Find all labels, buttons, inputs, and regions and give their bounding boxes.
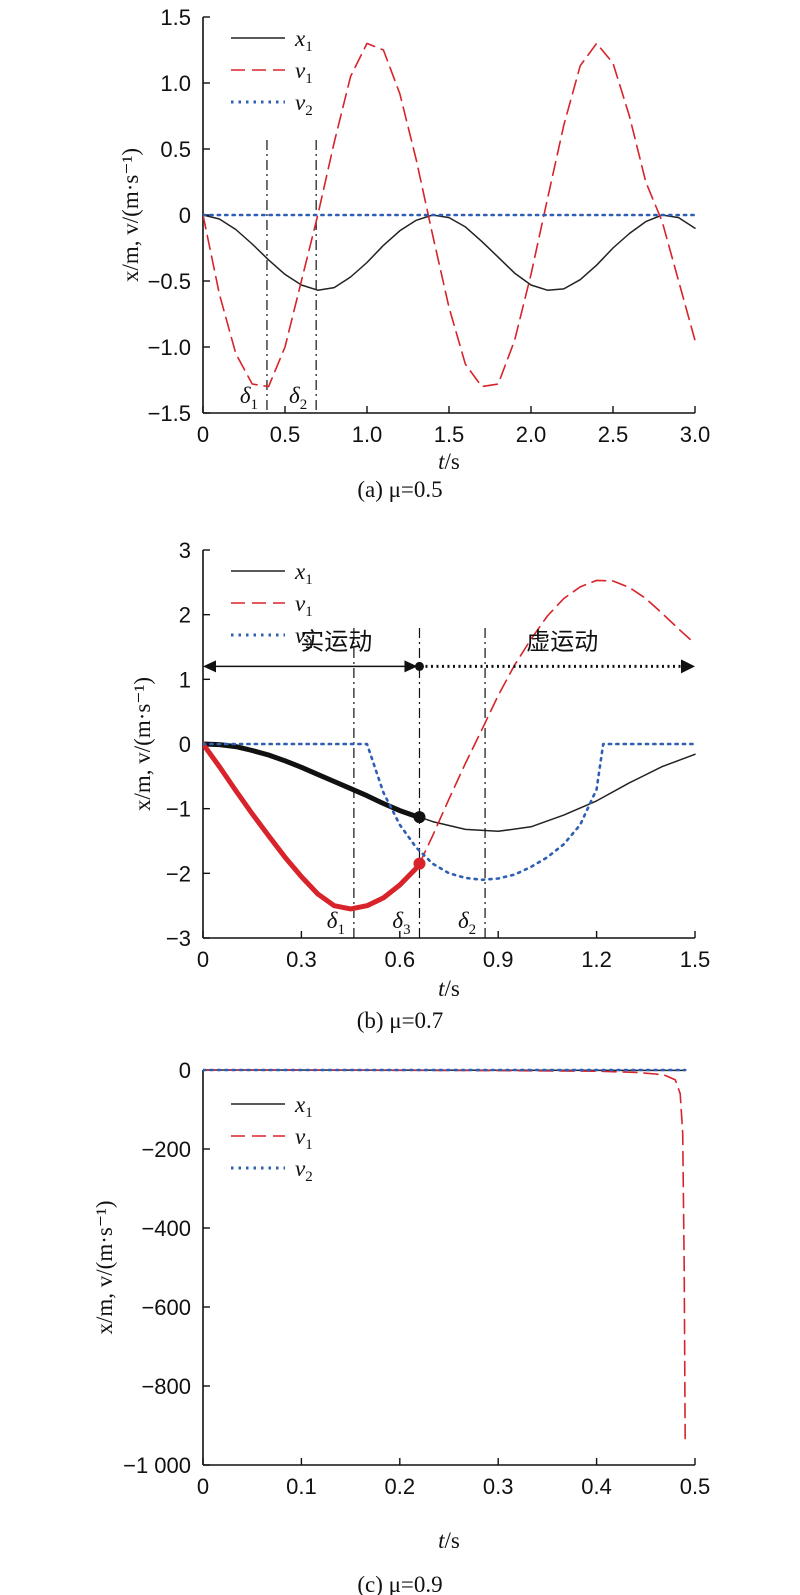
x-tick-label: 0.5: [270, 422, 301, 447]
series-group: [203, 1068, 687, 1447]
y-axis-label: x/m, v/(m·s⁻¹): [92, 1200, 117, 1334]
legend: x1 v1 v2: [231, 1092, 313, 1185]
legend-label-v1: v1: [295, 591, 313, 620]
arrow-head-left: [203, 660, 216, 673]
y-tick-label: −0.5: [148, 269, 191, 294]
legend-label-v2: v2: [295, 1156, 313, 1185]
y-tick-label: 1.0: [160, 71, 191, 96]
y-tick-label: −1 000: [123, 1453, 191, 1478]
x-tick-label: 0.9: [483, 947, 514, 972]
x-tick-label: 2.0: [516, 422, 547, 447]
x-tick-label: 0: [197, 947, 209, 972]
real-motion-label: 实运动: [300, 627, 372, 655]
y-tick-label: 0: [179, 1058, 191, 1083]
legend: x1 v1 v2: [231, 26, 313, 119]
arrow-head-right: [681, 659, 695, 674]
point-marker: [413, 811, 426, 824]
legend-label-v1: v1: [295, 1124, 313, 1153]
y-tick-label: −1.5: [148, 401, 191, 426]
point-marker: [413, 857, 426, 870]
panel-caption: (c) μ=0.9: [357, 1572, 442, 1595]
vline-label: δ1: [240, 383, 258, 413]
x-axis-label: t/s: [438, 976, 460, 1001]
legend-label-x1: x1: [294, 26, 313, 55]
legend: x1 v1 v2: [231, 559, 313, 652]
x-tick-label: 0.6: [385, 947, 416, 972]
series-x1-solid-thin-: [418, 753, 696, 833]
series-v1-dashed-: [418, 579, 696, 865]
vline-label: δ2: [458, 908, 476, 938]
series-group: [203, 579, 697, 912]
legend-label-v1: v1: [295, 58, 313, 87]
series-v1: [203, 42, 696, 388]
x-tick-label: 0.4: [581, 1474, 612, 1499]
chart-panel-3: 0 0.1 0.2 0.3 0.4 0.5 −1 000 −800 −600 −400 −200 0 x…: [92, 1058, 710, 1595]
vline-label: δ3: [392, 908, 410, 938]
panel-caption: (a) μ=0.5: [357, 477, 442, 502]
x-axis-label: t/s: [438, 1528, 460, 1553]
legend-label-x1: x1: [294, 559, 313, 588]
virtual-motion-label: 虚运动: [526, 627, 598, 655]
y-tick-label: −2: [166, 861, 191, 886]
arrow-head-mid: [404, 660, 418, 673]
y-tick-label: −800: [141, 1374, 191, 1399]
x-tick-label: 0.5: [680, 1474, 711, 1499]
y-axis-label: x/m, v/(m·s⁻¹): [118, 148, 143, 282]
series-v1: [203, 1069, 687, 1447]
vline-label: δ1: [327, 908, 345, 938]
x-tick-label: 0.3: [286, 947, 317, 972]
series-x1-solid-bold-: [203, 741, 422, 820]
y-tick-label: 0.5: [160, 137, 191, 162]
series-group: [203, 42, 697, 388]
x-tick-label: 0.3: [483, 1474, 514, 1499]
y-tick-label: 2: [179, 603, 191, 628]
x-tick-label: 1.5: [680, 947, 711, 972]
y-tick-label: −1: [166, 797, 191, 822]
panel-caption: (b) μ=0.7: [357, 1008, 444, 1033]
y-tick-label: −1.0: [148, 335, 191, 360]
y-tick-label: 1.5: [160, 5, 191, 30]
y-tick-label: −200: [141, 1137, 191, 1162]
legend-label-x1: x1: [294, 1092, 313, 1121]
arrow-split-dot: [414, 661, 424, 671]
series-v2: [203, 742, 697, 882]
y-tick-label: −3: [166, 926, 191, 951]
series-v1-solid-bold-: [203, 741, 422, 912]
y-tick-label: −600: [141, 1295, 191, 1320]
y-tick-label: 0: [179, 203, 191, 228]
legend-label-v2: v2: [295, 623, 313, 652]
x-axis-label: t/s: [438, 449, 460, 474]
x-tick-label: 0.1: [286, 1474, 317, 1499]
x-tick-label: 1.0: [352, 422, 383, 447]
x-tick-label: 0.2: [385, 1474, 416, 1499]
x-tick-label: 1.5: [434, 422, 465, 447]
y-tick-label: −400: [141, 1216, 191, 1241]
x-tick-label: 1.2: [581, 947, 612, 972]
vline-label: δ2: [289, 383, 307, 413]
series-x1: [203, 214, 696, 291]
x-tick-label: 2.5: [598, 422, 629, 447]
chart-panel-1: 0 0.5 1.0 1.5 2.0 2.5 3.0 −1.5 −1.0 −0.5 0 0.5 1.0 1.…: [118, 5, 710, 502]
x-tick-label: 0: [197, 422, 209, 447]
chart-panel-2: 0 0.3 0.6 0.9 1.2 1.5 −3 −2 −1 0 1 2 3 δ1 δ3 δ2 实运动 虚运动 x1…: [130, 538, 710, 1033]
x-tick-label: 0: [197, 1474, 209, 1499]
x-tick-label: 3.0: [680, 422, 711, 447]
y-tick-label: 1: [179, 667, 191, 692]
y-tick-label: 0: [179, 732, 191, 757]
y-tick-label: 3: [179, 538, 191, 563]
legend-label-v2: v2: [295, 90, 313, 119]
y-axis-label: x/m, v/(m·s⁻¹): [130, 677, 155, 811]
